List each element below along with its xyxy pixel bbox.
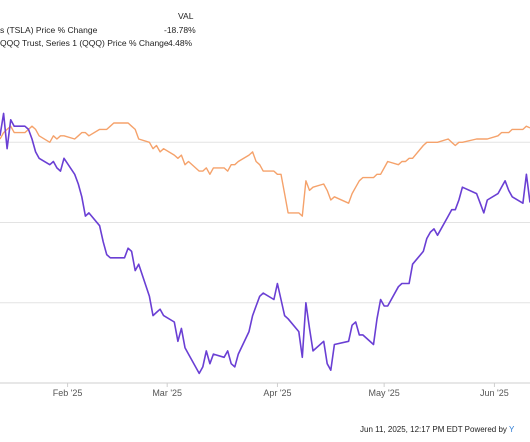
x-tick-label: May '25 [369,388,400,398]
legend-value-tsla: -18.78% [164,25,196,35]
x-tick-label: Mar '25 [152,388,182,398]
footer-timestamp: Jun 11, 2025, 12:17 PM EDT Powered by [360,425,507,434]
series-line-qqq [0,122,530,217]
x-tick-label: Jun '25 [480,388,509,398]
footer: Jun 11, 2025, 12:17 PM EDT Powered by Y [360,425,514,434]
legend: VAL s (TSLA) Price % Change -18.78% QQQ … [0,11,196,48]
legend-header: VAL [178,11,194,21]
x-tick-label: Apr '25 [263,388,291,398]
legend-label-qqq: QQQ Trust, Series 1 (QQQ) Price % Change [0,38,169,48]
series-line-tsla [0,112,530,375]
x-tick-labels: Feb '25 Mar '25 Apr '25 May '25 Jun '25 [53,383,509,398]
brand-logo: Y [508,425,515,434]
legend-label-tsla: s (TSLA) Price % Change [0,25,98,35]
legend-value-qqq: 4.48% [168,38,193,48]
x-tick-label: Feb '25 [53,388,83,398]
series-lines [0,112,530,375]
gridlines [0,141,530,304]
